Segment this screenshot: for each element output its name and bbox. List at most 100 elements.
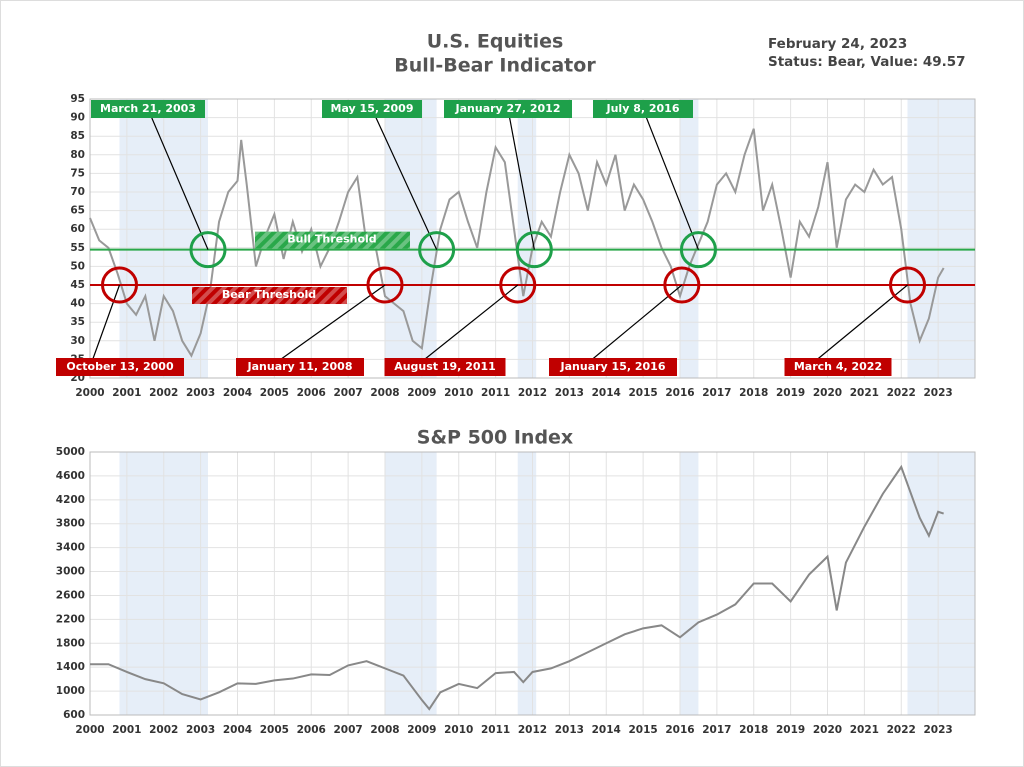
annotation-box xyxy=(444,100,572,118)
y-tick-label: 4600 xyxy=(56,470,85,482)
x-tick-label: 2001 xyxy=(112,387,141,399)
y-tick-label: 55 xyxy=(70,242,85,254)
x-tick-label: 2009 xyxy=(407,724,436,736)
threshold-label: Bull Threshold xyxy=(287,233,376,246)
x-tick-label: 2010 xyxy=(444,387,473,399)
x-tick-label: 2002 xyxy=(149,724,178,736)
chart-title: U.S. Equities xyxy=(427,31,564,53)
x-tick-label: 2010 xyxy=(444,724,473,736)
x-tick-label: 2002 xyxy=(149,387,178,399)
annotation-label: March 4, 2022 xyxy=(794,360,882,373)
x-tick-label: 2008 xyxy=(370,387,399,399)
annotation-pointer xyxy=(582,284,683,368)
annotation-circle xyxy=(663,266,701,304)
annotation-pointer xyxy=(642,108,699,250)
x-tick-label: 2018 xyxy=(739,387,768,399)
x-tick-label: 2015 xyxy=(629,387,658,399)
annotation-box xyxy=(236,358,364,376)
annotation-box xyxy=(56,358,184,376)
shaded-period xyxy=(517,99,537,378)
x-tick-label: 2014 xyxy=(592,387,621,399)
x-tick-label: 2008 xyxy=(370,724,399,736)
x-tick-label: 2019 xyxy=(776,387,805,399)
y-tick-label: 35 xyxy=(70,316,85,328)
y-tick-label: 600 xyxy=(63,709,85,721)
x-tick-label: 2021 xyxy=(850,387,879,399)
data-line xyxy=(89,128,945,358)
annotation-box xyxy=(384,358,506,376)
shaded-period xyxy=(907,99,975,378)
y-tick-label: 1400 xyxy=(56,661,85,673)
annotation-pointer xyxy=(807,284,908,368)
annotation-circle xyxy=(189,231,227,269)
annotation-circle xyxy=(515,231,553,269)
x-tick-label: 2017 xyxy=(702,724,731,736)
x-tick-label: 2017 xyxy=(702,387,731,399)
x-tick-label: 2014 xyxy=(592,724,621,736)
annotation-circle xyxy=(889,266,927,304)
annotation-label: January 27, 2012 xyxy=(455,102,561,115)
annotation-circle xyxy=(499,266,537,304)
threshold-stripes xyxy=(255,231,410,249)
x-tick-label: 2006 xyxy=(297,724,326,736)
threshold-stripes xyxy=(192,287,347,304)
annotation-pointer xyxy=(89,284,121,368)
annotation-pointer xyxy=(371,108,438,250)
x-tick-label: 2013 xyxy=(555,387,584,399)
annotation-label: August 19, 2011 xyxy=(394,360,496,373)
x-tick-label: 2012 xyxy=(518,724,547,736)
x-tick-label: 2020 xyxy=(813,724,842,736)
x-tick-label: 2004 xyxy=(223,724,252,736)
x-tick-label: 2003 xyxy=(186,724,215,736)
x-tick-label: 2005 xyxy=(260,724,289,736)
y-tick-label: 50 xyxy=(70,260,85,272)
x-tick-label: 2015 xyxy=(629,724,658,736)
date: February 24, 2023 xyxy=(768,36,907,52)
shaded-period xyxy=(385,452,437,715)
x-tick-label: 2007 xyxy=(334,387,363,399)
plot-border xyxy=(89,98,976,379)
annotation-circle xyxy=(679,231,717,269)
annotation-box xyxy=(784,358,892,376)
x-tick-label: 2016 xyxy=(665,387,694,399)
y-tick-label: 60 xyxy=(70,223,85,235)
chart-subtitle: Bull-Bear Indicator xyxy=(394,55,596,77)
annotation-circle xyxy=(418,231,456,269)
annotation-box xyxy=(549,358,677,376)
x-tick-label: 2023 xyxy=(924,724,953,736)
plot-border xyxy=(89,451,976,716)
y-tick-label: 85 xyxy=(70,130,85,142)
y-tick-label: 1000 xyxy=(56,685,85,697)
y-tick-label: 45 xyxy=(70,279,85,291)
y-tick-label: 3800 xyxy=(56,518,85,530)
annotation-pointer xyxy=(269,284,386,368)
annotation-label: March 21, 2003 xyxy=(100,102,196,115)
x-tick-label: 2012 xyxy=(518,387,547,399)
annotation-label: July 8, 2016 xyxy=(606,102,680,115)
x-tick-label: 2023 xyxy=(924,387,953,399)
y-tick-label: 75 xyxy=(70,167,85,179)
y-tick-label: 30 xyxy=(70,335,85,347)
x-tick-label: 2020 xyxy=(813,387,842,399)
annotation-box xyxy=(322,100,422,118)
x-tick-label: 2011 xyxy=(481,724,510,736)
y-tick-label: 90 xyxy=(70,112,85,124)
x-tick-label: 2004 xyxy=(223,387,252,399)
x-tick-label: 2007 xyxy=(334,724,363,736)
annotation-circle xyxy=(101,266,138,304)
x-tick-label: 2016 xyxy=(665,724,694,736)
y-tick-label: 5000 xyxy=(56,446,85,458)
y-tick-label: 2600 xyxy=(56,589,85,601)
y-tick-label: 40 xyxy=(70,298,85,310)
x-tick-label: 2022 xyxy=(887,724,916,736)
x-tick-label: 2011 xyxy=(481,387,510,399)
annotation-circle xyxy=(366,266,404,304)
annotation-label: May 15, 2009 xyxy=(331,102,414,115)
x-tick-label: 2018 xyxy=(739,724,768,736)
annotation-label: January 11, 2008 xyxy=(247,360,353,373)
y-tick-label: 1800 xyxy=(56,637,85,649)
annotation-pointer xyxy=(147,108,209,250)
annotation-label: January 15, 2016 xyxy=(560,360,666,373)
